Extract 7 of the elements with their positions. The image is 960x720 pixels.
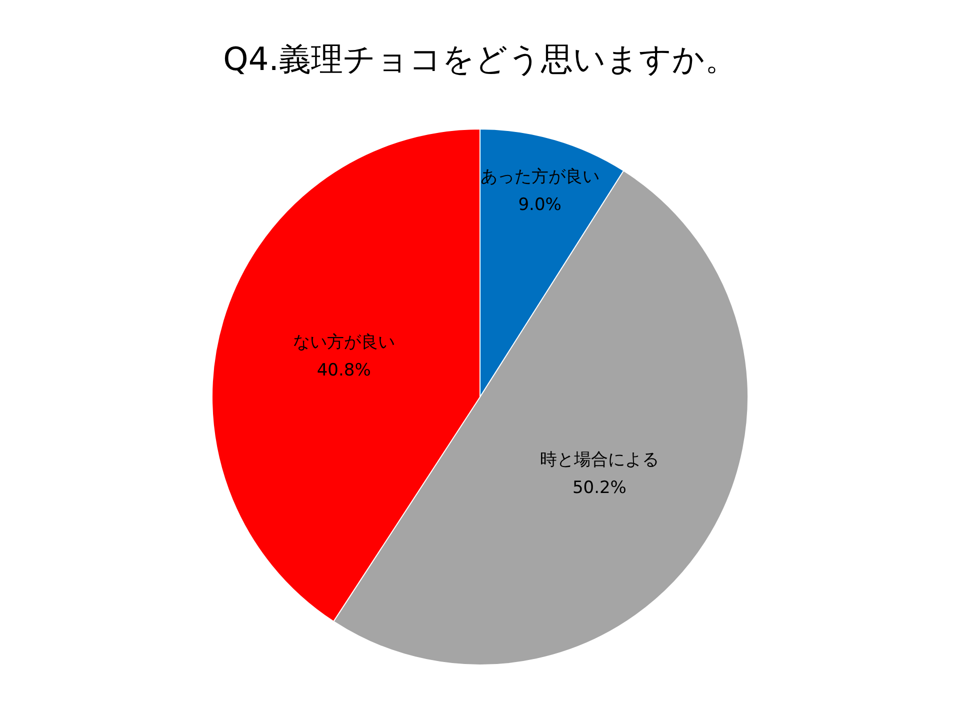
slice-label: 時と場合による [540,450,659,470]
data-label: 9.0% [518,195,562,216]
chart-title: Q4.義理チョコをどう思いますか。 [223,40,737,78]
data-label: 40.8% [316,360,371,381]
slice-label: あった方が良い [480,167,600,188]
data-label: 50.2% [572,478,626,498]
slice-label: ない方が良い [292,332,395,353]
